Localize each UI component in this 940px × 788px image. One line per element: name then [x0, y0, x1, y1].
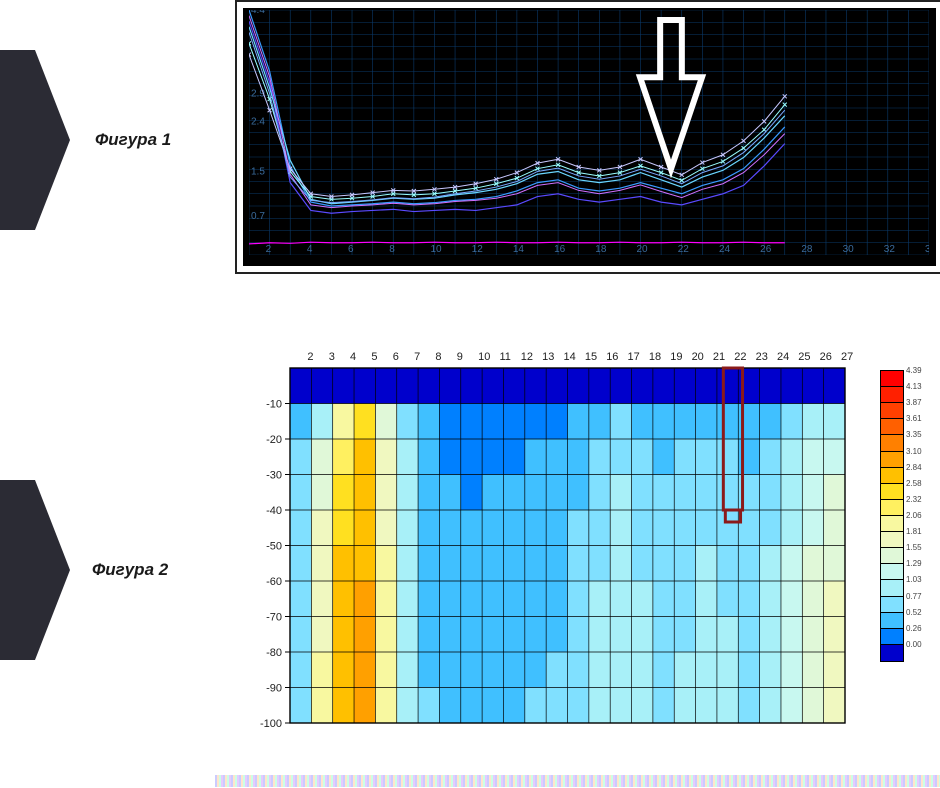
svg-text:21: 21: [713, 351, 725, 363]
figure-2-label: Фигура 2: [92, 560, 168, 580]
svg-text:-90: -90: [266, 683, 282, 695]
colorbar-label: 0.52: [906, 608, 936, 617]
colorbar-label: 2.58: [906, 479, 936, 488]
svg-text:20: 20: [692, 351, 704, 363]
section-pointer-1: [0, 50, 70, 230]
colorbar-label: 1.55: [906, 543, 936, 552]
svg-text:22: 22: [734, 351, 746, 363]
svg-text:4.4: 4.4: [251, 10, 265, 16]
colorbar-label: 0.26: [906, 624, 936, 633]
svg-text:26: 26: [760, 244, 772, 255]
colorbar-label: 2.32: [906, 495, 936, 504]
svg-text:2: 2: [307, 351, 313, 363]
colorbar-label: 4.39: [906, 366, 936, 375]
svg-text:4: 4: [307, 244, 313, 255]
svg-text:1.5: 1.5: [251, 166, 265, 177]
svg-text:-10: -10: [266, 399, 282, 411]
pointer-shape: [0, 480, 70, 660]
svg-text:10: 10: [478, 351, 490, 363]
svg-text:8: 8: [435, 351, 441, 363]
svg-text:20: 20: [637, 244, 649, 255]
colorbar-label: 3.61: [906, 414, 936, 423]
svg-text:14: 14: [564, 351, 576, 363]
svg-text:28: 28: [801, 244, 813, 255]
decorative-noise-band: [215, 775, 940, 787]
annotation-arrow-icon: [634, 14, 708, 184]
svg-text:27: 27: [841, 351, 853, 363]
colorbar-label: 0.77: [906, 592, 936, 601]
colorbar: 4.394.133.873.613.353.102.842.582.322.06…: [880, 370, 932, 660]
svg-text:32: 32: [884, 244, 896, 255]
svg-text:2.4: 2.4: [251, 116, 265, 127]
svg-text:10: 10: [430, 244, 442, 255]
svg-text:14: 14: [513, 244, 525, 255]
section-pointer-2: [0, 480, 70, 660]
svg-text:-100: -100: [260, 718, 282, 730]
svg-text:16: 16: [606, 351, 618, 363]
svg-text:-60: -60: [266, 576, 282, 588]
colorbar-label: 1.29: [906, 559, 936, 568]
figure-1-plot: 0.71.52.42.94.42468101214161820222426283…: [249, 10, 929, 255]
page-root: Фигура 1 Фигура 2 0.71.52.42.94.42468101…: [0, 0, 940, 788]
svg-text:24: 24: [777, 351, 789, 363]
svg-text:12: 12: [472, 244, 484, 255]
colorbar-label: 0.00: [906, 640, 936, 649]
pointer-shape: [0, 50, 70, 230]
colorbar-label: 4.13: [906, 382, 936, 391]
svg-text:22: 22: [678, 244, 690, 255]
svg-text:9: 9: [457, 351, 463, 363]
svg-text:4: 4: [350, 351, 356, 363]
svg-text:17: 17: [628, 351, 640, 363]
svg-text:19: 19: [670, 351, 682, 363]
svg-text:-20: -20: [266, 434, 282, 446]
colorbar-label: 3.87: [906, 398, 936, 407]
svg-text:7: 7: [414, 351, 420, 363]
svg-text:6: 6: [393, 351, 399, 363]
svg-text:15: 15: [585, 351, 597, 363]
svg-text:13: 13: [542, 351, 554, 363]
svg-text:16: 16: [554, 244, 566, 255]
svg-text:25: 25: [798, 351, 810, 363]
colorbar-swatch: [880, 644, 904, 662]
svg-text:30: 30: [843, 244, 855, 255]
svg-text:3: 3: [329, 351, 335, 363]
figure-1-label: Фигура 1: [95, 130, 171, 150]
svg-text:-50: -50: [266, 541, 282, 553]
colorbar-label: 1.03: [906, 575, 936, 584]
colorbar-label: 3.35: [906, 430, 936, 439]
svg-text:0.7: 0.7: [251, 211, 265, 222]
svg-text:18: 18: [595, 244, 607, 255]
colorbar-label: 2.84: [906, 463, 936, 472]
svg-text:6: 6: [348, 244, 354, 255]
svg-text:-40: -40: [266, 505, 282, 517]
svg-text:-80: -80: [266, 647, 282, 659]
svg-text:-30: -30: [266, 470, 282, 482]
svg-text:23: 23: [756, 351, 768, 363]
colorbar-label: 1.81: [906, 527, 936, 536]
svg-text:2: 2: [266, 244, 272, 255]
figure-1-frame: 0.71.52.42.94.42468101214161820222426283…: [235, 0, 940, 274]
svg-text:-70: -70: [266, 612, 282, 624]
svg-text:26: 26: [820, 351, 832, 363]
colorbar-label: 3.10: [906, 447, 936, 456]
svg-text:24: 24: [719, 244, 731, 255]
colorbar-label: 2.06: [906, 511, 936, 520]
svg-text:34: 34: [925, 244, 929, 255]
svg-text:18: 18: [649, 351, 661, 363]
svg-text:5: 5: [371, 351, 377, 363]
svg-text:11: 11: [499, 351, 510, 363]
figure-2-plot: 2345678910111213141516171819202122232425…: [245, 340, 875, 740]
svg-text:8: 8: [389, 244, 395, 255]
svg-text:12: 12: [521, 351, 533, 363]
